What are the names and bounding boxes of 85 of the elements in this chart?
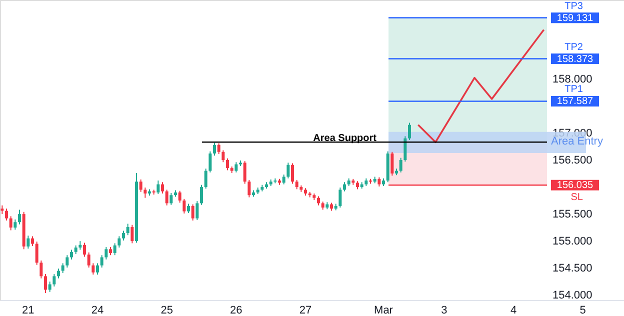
x-tick-label: 4 — [510, 304, 517, 316]
candlestick — [83, 242, 86, 258]
candlestick — [165, 189, 168, 206]
candlestick — [243, 160, 246, 184]
ref-line-label: TP3 — [564, 0, 584, 12]
x-tick-label: 5 — [580, 304, 586, 316]
candlestick — [87, 252, 90, 268]
candlestick — [96, 262, 99, 276]
candlestick — [286, 162, 290, 179]
candlestick — [204, 168, 208, 190]
y-tick-label: 158.000 — [552, 73, 592, 86]
candlestick — [200, 184, 203, 206]
annotation: 158.373 — [556, 54, 594, 65]
candlestick — [130, 224, 134, 244]
y-tick-label: 155.000 — [552, 236, 592, 248]
candlestick — [208, 150, 212, 173]
candlestick — [404, 136, 407, 162]
annotation: 157.587 — [556, 96, 594, 108]
candlestick — [26, 235, 30, 250]
candlestick — [234, 162, 238, 173]
candlestick — [182, 198, 186, 214]
candlestick — [170, 192, 173, 206]
candlestick — [161, 182, 164, 194]
candlestick — [248, 180, 251, 198]
y-tick-label: 156.500 — [552, 154, 592, 166]
y-tick-label: 155.500 — [552, 208, 592, 221]
candlestick — [52, 274, 56, 287]
candlestick — [40, 260, 43, 279]
candlestick — [291, 162, 294, 184]
candlestick — [226, 158, 229, 171]
ref-line-label: TP2 — [564, 42, 584, 53]
candlestick — [48, 281, 52, 292]
candlestick — [126, 223, 130, 236]
candlestick — [338, 187, 342, 208]
annotation: 156.035 — [556, 180, 594, 192]
candlestick — [9, 216, 12, 231]
candlestick — [35, 241, 38, 266]
candlestick — [378, 176, 381, 187]
candlestick — [343, 182, 346, 192]
candlestick — [399, 157, 402, 173]
candlestick — [156, 180, 160, 195]
candlestick — [18, 209, 21, 225]
x-tick-label: 24 — [91, 304, 104, 316]
candlestick — [217, 142, 220, 155]
candlestick — [118, 236, 121, 248]
candlestick — [92, 262, 95, 276]
ref-line-label: Area Support — [313, 133, 378, 144]
candlestick — [317, 196, 320, 206]
candlestick — [408, 122, 411, 140]
x-tick-label: 21 — [22, 304, 34, 316]
candlestick — [44, 274, 47, 294]
candlestick — [178, 190, 182, 204]
candlestick — [104, 246, 108, 260]
candlestick — [61, 262, 64, 274]
x-tick-label: 25 — [160, 304, 173, 316]
candlestick — [70, 249, 73, 260]
x-tick-label: 27 — [299, 304, 312, 316]
candlestick — [390, 151, 394, 176]
band-label: Area Entry — [551, 135, 604, 148]
candlestick — [66, 254, 69, 268]
legend-label: SL — [570, 192, 584, 204]
ref-line-label: TP1 — [564, 84, 584, 96]
candlestick — [187, 203, 190, 214]
candlestick — [295, 180, 298, 190]
candlestick — [196, 200, 199, 220]
x-tick-label: Mar — [374, 304, 394, 316]
y-tick-label: 154.500 — [552, 262, 592, 275]
line-series — [417, 28, 545, 144]
annotation: 159.131 — [556, 12, 594, 24]
candlestick — [5, 208, 8, 222]
candlestick — [14, 218, 17, 230]
candlestick — [144, 187, 147, 198]
y-tick-label: 154.000 — [552, 290, 592, 302]
candlestick — [100, 254, 104, 268]
candlestick — [57, 268, 60, 279]
candlestick — [31, 236, 34, 246]
x-tick-label: 3 — [441, 304, 448, 316]
candlestick — [191, 204, 194, 222]
x-tick-label: 26 — [230, 304, 242, 316]
candlestick — [139, 178, 142, 192]
candlestick — [122, 230, 125, 242]
candlestick — [213, 142, 216, 156]
candlestick — [222, 150, 225, 163]
candlestick — [282, 174, 286, 185]
candlestick — [113, 242, 116, 256]
